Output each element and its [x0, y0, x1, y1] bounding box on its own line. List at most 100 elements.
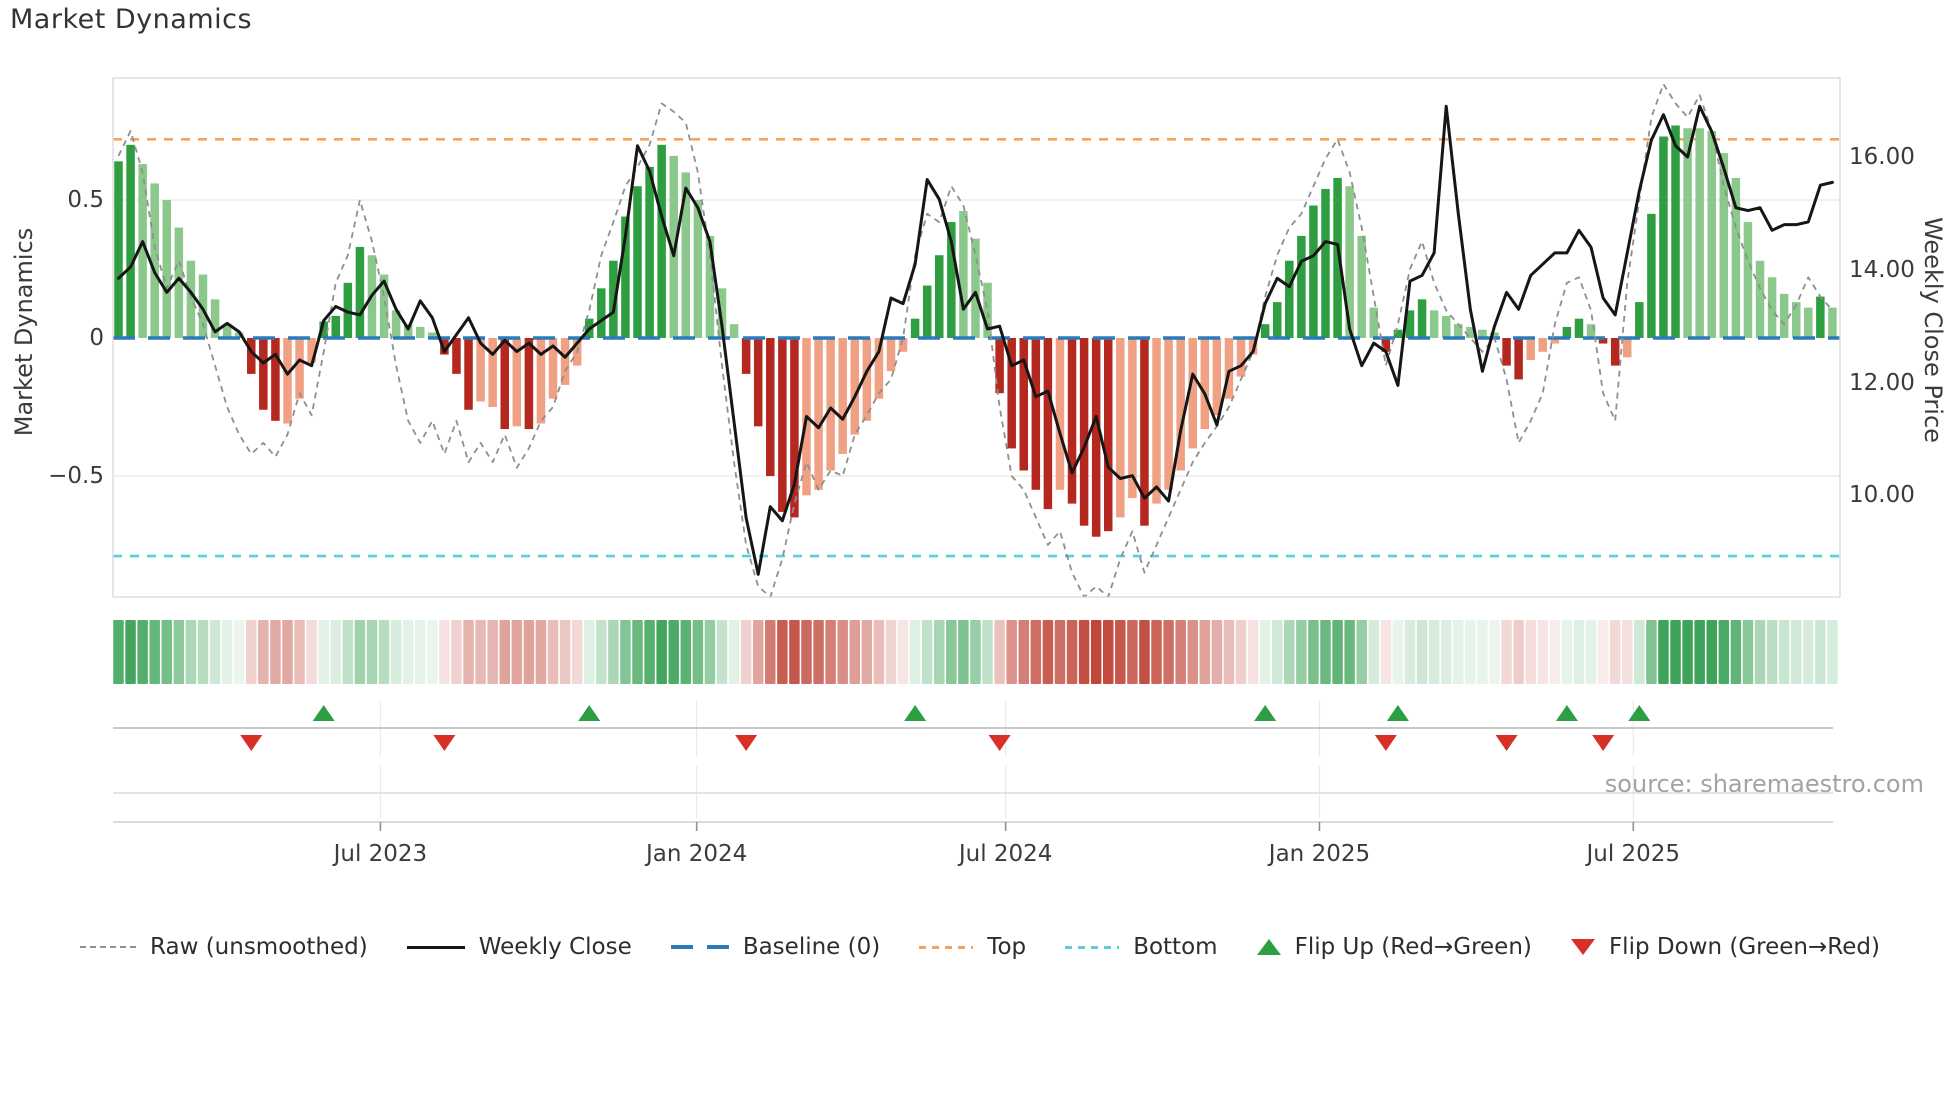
- oscillator-bar: [512, 338, 522, 427]
- heatmap-cell: [197, 620, 209, 684]
- oscillator-bar: [766, 338, 775, 476]
- legend-item-raw: Raw (unsmoothed): [80, 934, 368, 960]
- heatmap-cell: [716, 620, 728, 684]
- oscillator-bar: [150, 183, 159, 338]
- y-axis-tick-right: 10.00: [1849, 482, 1915, 509]
- oscillator-bar: [814, 338, 823, 490]
- oscillator-bar: [1055, 338, 1065, 490]
- flip-down-marker: [1592, 735, 1615, 751]
- oscillator-bar: [886, 338, 896, 372]
- oscillator-bar: [1707, 131, 1716, 338]
- oscillator-bar: [234, 332, 244, 338]
- oscillator-bar: [995, 338, 1004, 394]
- heatmap-cell: [1368, 620, 1380, 684]
- oscillator-bar: [693, 200, 703, 338]
- oscillator-bar: [1647, 213, 1656, 338]
- oscillator-bar: [826, 338, 835, 471]
- heatmap-cell: [559, 620, 571, 684]
- legend-label: Flip Down (Green→Red): [1608, 934, 1880, 960]
- heatmap-cell: [801, 620, 812, 684]
- oscillator-bar: [1309, 205, 1318, 338]
- oscillator-bar: [1200, 338, 1210, 430]
- oscillator-bar: [1466, 326, 1475, 338]
- oscillator-bar: [1333, 177, 1342, 338]
- oscillator-bar: [1816, 296, 1825, 338]
- oscillator-bar: [259, 338, 268, 410]
- heatmap-cell: [934, 620, 945, 684]
- heatmap-cell: [596, 620, 607, 684]
- oscillator-bar: [874, 338, 884, 399]
- flip-up-marker: [1386, 705, 1409, 721]
- legend-item-flip-up: Flip Up (Red→Green): [1256, 934, 1532, 960]
- heatmap-cell: [1404, 620, 1416, 684]
- heatmap-cell: [1211, 620, 1223, 684]
- heatmap-cell: [813, 620, 824, 684]
- oscillator-bar: [862, 338, 872, 421]
- oscillator-bar: [1828, 307, 1837, 338]
- heatmap-cell: [402, 620, 414, 684]
- oscillator-bar: [1623, 338, 1632, 358]
- oscillator-bar: [1562, 326, 1572, 338]
- heatmap-cell: [366, 620, 378, 684]
- solid-black-line-icon: [406, 945, 465, 949]
- oscillator-bar: [657, 144, 666, 338]
- heatmap-cell: [1525, 620, 1536, 684]
- legend-label: Top: [987, 934, 1027, 960]
- oscillator-bar: [355, 246, 365, 338]
- heatmap-cell: [1670, 620, 1681, 684]
- heatmap-cell: [1573, 620, 1585, 684]
- heatmap-cell: [644, 620, 655, 684]
- heatmap-cell: [1754, 620, 1766, 684]
- heatmap-cell: [1428, 620, 1440, 684]
- oscillator-bar: [1152, 338, 1161, 504]
- flip-up-marker: [578, 705, 601, 721]
- oscillator-bar: [1454, 324, 1463, 338]
- oscillator-bar: [597, 288, 606, 338]
- oscillator-bar: [198, 274, 208, 338]
- oscillator-bar: [1490, 332, 1499, 338]
- heatmap-cell: [1489, 620, 1500, 684]
- heatmap-cell: [1766, 620, 1778, 684]
- oscillator-bar: [1019, 338, 1028, 471]
- oscillator-bar: [1285, 260, 1294, 338]
- oscillator-bar: [452, 338, 461, 374]
- oscillator-bar: [1526, 338, 1535, 361]
- oscillator-bar: [717, 288, 727, 338]
- heatmap-cell: [342, 620, 354, 684]
- flip-up-marker: [1555, 705, 1578, 721]
- oscillator-bar: [548, 338, 558, 399]
- heatmap-cell: [1332, 620, 1343, 684]
- oscillator-bar: [138, 164, 147, 338]
- heatmap-cell: [1247, 620, 1259, 684]
- heatmap-cell: [1344, 620, 1355, 684]
- heatmap-cell: [897, 620, 909, 684]
- oscillator-bar: [174, 227, 184, 338]
- oscillator-bar: [331, 315, 341, 338]
- flip-up-marker: [312, 705, 335, 721]
- oscillator-bar: [210, 299, 220, 338]
- oscillator-bar: [1067, 338, 1077, 504]
- y-axis-tick-right: 16.00: [1849, 144, 1915, 170]
- oscillator-bar: [1743, 222, 1753, 338]
- flip-down-marker: [1374, 735, 1397, 751]
- heatmap-cell: [909, 620, 921, 684]
- oscillator-bar: [1478, 329, 1487, 338]
- heatmap-cell: [994, 620, 1005, 684]
- heatmap-cell: [439, 620, 450, 684]
- heatmap-cell: [1682, 620, 1693, 684]
- heatmap-cell: [571, 620, 583, 684]
- oscillator-bar: [271, 338, 280, 421]
- heatmap-cell: [451, 620, 462, 684]
- heatmap-cell: [1513, 620, 1524, 684]
- oscillator-bar: [440, 338, 449, 355]
- heatmap-cell: [1609, 620, 1621, 684]
- heatmap-cell: [390, 620, 402, 684]
- oscillator-bar: [1272, 302, 1282, 338]
- oscillator-bar: [524, 338, 534, 430]
- heatmap-cell: [1742, 620, 1754, 684]
- oscillator-bar: [1103, 338, 1113, 532]
- oscillator-bar: [1043, 338, 1053, 510]
- oscillator-bar: [1779, 293, 1789, 338]
- oscillator-bar: [753, 338, 763, 427]
- oscillator-bar: [391, 310, 401, 338]
